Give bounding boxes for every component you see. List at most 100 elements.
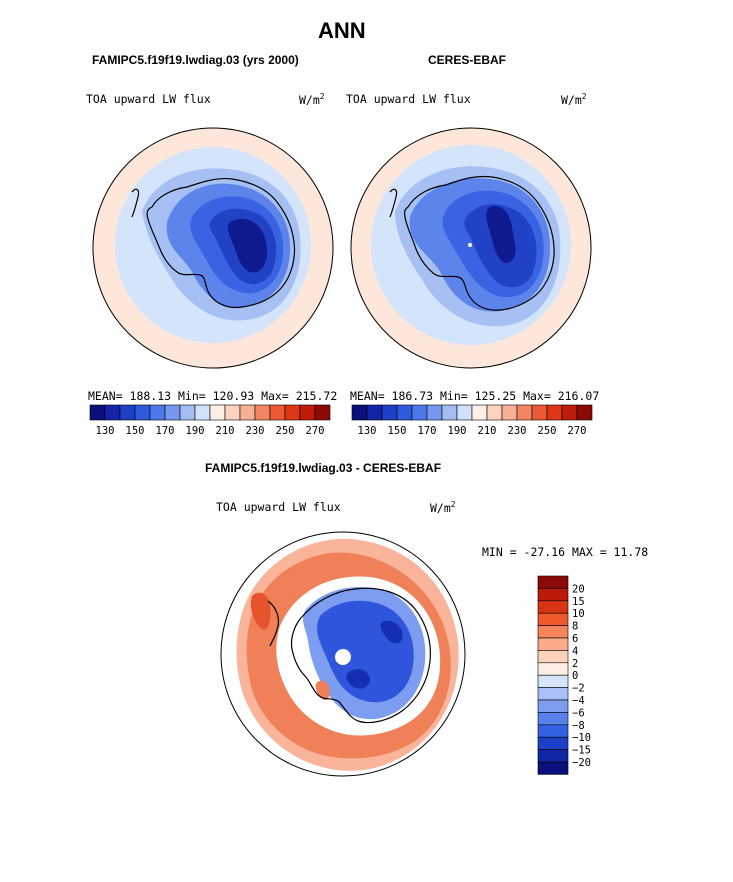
left-colorbar-tick-label: 170: [156, 425, 175, 437]
left-colorbar-box: [299, 404, 316, 421]
right-colorbar-box: [501, 404, 518, 421]
diff-colorbar-tick-label: −20: [572, 757, 591, 769]
diff-case-title: FAMIPC5.f19f19.lwdiag.03 - CERES-EBAF: [205, 461, 442, 475]
right-units-exp: 2: [581, 92, 587, 101]
left-colorbar-tick-label: 150: [126, 425, 145, 437]
diff-colorbar-box: [537, 749, 569, 763]
left-units-exp: 2: [319, 92, 325, 101]
left-colorbar-tick-label: 230: [246, 425, 265, 437]
right-colorbar-tick-label: 170: [418, 425, 437, 437]
right-colorbar-box: [351, 404, 368, 421]
diff-colorbar-box: [537, 674, 569, 688]
right-colorbar-box: [456, 404, 473, 421]
diff-colorbar-tick-label: 4: [572, 645, 578, 657]
diff-units-base: W/m: [430, 500, 451, 515]
diff-colorbar-box: [537, 650, 569, 664]
right-colorbar-box: [576, 404, 593, 421]
diff-colorbar-tick-label: −6: [572, 707, 585, 719]
left-colorbar-box: [179, 404, 196, 421]
right-colorbar-box: [531, 404, 548, 421]
diff-colorbar-tick-label: 0: [572, 670, 578, 682]
right-colorbar-tick-label: 150: [388, 425, 407, 437]
diff-colorbar-tick-label: 8: [572, 621, 578, 633]
diff-minmax: MIN = -27.16 MAX = 11.78: [482, 545, 649, 559]
left-colorbar-box: [164, 404, 181, 421]
right-colorbar-tick-label: 270: [568, 425, 587, 437]
diff-colorbar-box: [537, 736, 569, 750]
diff-colorbar-tick-label: −10: [572, 732, 591, 744]
diff-colorbar-tick-label: −8: [572, 720, 585, 732]
right-colorbar-box: [516, 404, 533, 421]
diff-colorbar-box: [537, 724, 569, 738]
left-colorbar: 130 150 170 190 210 230 250 270: [89, 404, 331, 437]
diff-colorbar-box: [537, 625, 569, 639]
right-colorbar-tick-label: 210: [478, 425, 497, 437]
right-stats: MEAN= 186.73 Min= 125.25 Max= 216.07: [350, 389, 600, 403]
right-colorbar-tick-label: 250: [538, 425, 557, 437]
left-colorbar-box: [194, 404, 211, 421]
left-units-base: W/m: [299, 92, 320, 107]
left-colorbar-box: [254, 404, 271, 421]
diff-colorbar-box: [537, 612, 569, 626]
diff-colorbar-tick-label: 10: [572, 608, 585, 620]
diff-colorbar-box: [537, 662, 569, 676]
right-case-title: CERES-EBAF: [428, 53, 507, 67]
diff-colorbar-tick-label: −15: [572, 745, 591, 757]
right-colorbar: 130 150 170 190 210 230 250 270: [351, 404, 593, 437]
diff-colorbar-tick-label: −2: [572, 683, 585, 695]
right-polar-map: [350, 127, 592, 369]
diff-units-exp: 2: [450, 500, 456, 509]
left-stats: MEAN= 188.13 Min= 120.93 Max= 215.72: [88, 389, 338, 403]
right-colorbar-box: [381, 404, 398, 421]
diff-colorbar-box: [537, 637, 569, 651]
diff-colorbar-tick-label: 2: [572, 658, 578, 670]
left-colorbar-box: [314, 404, 331, 421]
left-colorbar-box: [269, 404, 286, 421]
left-colorbar-box: [224, 404, 241, 421]
right-colorbar-box: [426, 404, 443, 421]
left-colorbar-tick-label: 250: [276, 425, 295, 437]
diff-colorbar-box: [537, 699, 569, 713]
right-colorbar-box: [546, 404, 563, 421]
left-colorbar-tick-label: 130: [96, 425, 115, 437]
left-colorbar-box: [134, 404, 151, 421]
left-colorbar-box: [284, 404, 301, 421]
diff-variable-label: TOA upward LW flux: [216, 500, 341, 514]
right-colorbar-box: [486, 404, 503, 421]
left-colorbar-tick-label: 190: [186, 425, 205, 437]
diff-units: W/m2: [430, 500, 456, 515]
diff-colorbar-box: [537, 687, 569, 701]
diff-colorbar-box: [537, 600, 569, 614]
diff-polar-map: [220, 531, 466, 777]
left-colorbar-box: [104, 404, 121, 421]
right-units: W/m2: [561, 92, 587, 107]
left-colorbar-box: [149, 404, 166, 421]
diff-colorbar-tick-label: 20: [572, 583, 585, 595]
left-colorbar-box: [89, 404, 106, 421]
right-colorbar-box: [396, 404, 413, 421]
left-colorbar-box: [209, 404, 226, 421]
left-colorbar-tick-label: 210: [216, 425, 235, 437]
right-units-base: W/m: [561, 92, 582, 107]
figure-title: ANN: [318, 18, 366, 43]
diff-colorbar-tick-label: 6: [572, 633, 578, 645]
left-variable-label: TOA upward LW flux: [86, 92, 211, 106]
left-case-title: FAMIPC5.f19f19.lwdiag.03 (yrs 2000): [92, 53, 299, 67]
diff-colorbar-box: [537, 761, 569, 775]
right-colorbar-box: [471, 404, 488, 421]
diff-colorbar-tick-label: −4: [572, 695, 585, 707]
diff-colorbar-box: [537, 712, 569, 726]
right-colorbar-tick-label: 190: [448, 425, 467, 437]
diff-colorbar-tick-label: 15: [572, 596, 585, 608]
left-colorbar-tick-label: 270: [306, 425, 325, 437]
diff-colorbar-box: [537, 575, 569, 589]
left-units: W/m2: [299, 92, 325, 107]
diff-colorbar-box: [537, 588, 569, 602]
right-colorbar-tick-label: 230: [508, 425, 527, 437]
right-colorbar-box: [561, 404, 578, 421]
right-colorbar-tick-label: 130: [358, 425, 377, 437]
right-colorbar-box: [441, 404, 458, 421]
left-colorbar-box: [239, 404, 256, 421]
right-variable-label: TOA upward LW flux: [346, 92, 471, 106]
